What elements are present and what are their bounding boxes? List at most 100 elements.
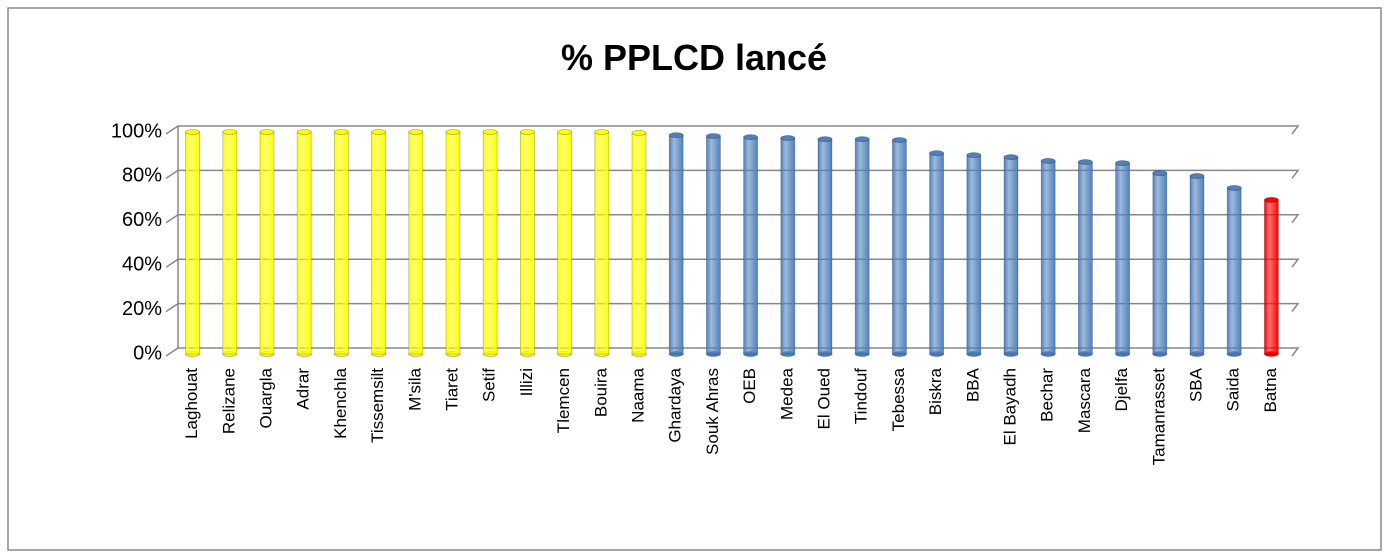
- grid-line: [165, 214, 1300, 224]
- bar-top: [780, 135, 796, 141]
- y-tick-label: 20%: [122, 298, 162, 320]
- x-tick-label: Tissemsilt: [368, 368, 387, 443]
- x-tick-label: Medea: [777, 367, 796, 420]
- x-tick-label: Ouargla: [256, 367, 275, 428]
- bar-top: [1078, 159, 1093, 165]
- x-tick-label: Biskra: [926, 367, 945, 415]
- bar: [892, 139, 907, 355]
- bar: [222, 131, 238, 355]
- bar-top: [1152, 170, 1168, 176]
- bar-top: [185, 129, 201, 135]
- bar-top: [482, 129, 498, 135]
- grid-line: [165, 258, 1300, 268]
- y-tick-label: 80%: [122, 165, 162, 187]
- x-tick-label: Bouira: [591, 367, 610, 417]
- x-tick-label: Batna: [1261, 367, 1280, 412]
- bar: [1189, 175, 1205, 355]
- bar: [817, 138, 833, 355]
- bar: [854, 138, 870, 355]
- x-tick-label: Khenchla: [331, 367, 350, 438]
- y-tick-label: 100%: [111, 120, 162, 142]
- bar-top: [743, 134, 758, 141]
- x-tick-label: Mascara: [1075, 367, 1094, 433]
- bar-top: [631, 129, 647, 136]
- bar-top: [1115, 160, 1130, 166]
- x-tick-label: El Oued: [814, 368, 833, 429]
- bar: [185, 131, 201, 355]
- bar-top: [408, 129, 424, 135]
- bar-top: [892, 137, 907, 143]
- bar-top: [259, 129, 275, 135]
- bar-top: [333, 129, 349, 135]
- bar: [706, 135, 721, 355]
- y-tick-label: 0%: [133, 342, 162, 364]
- bar-top: [296, 129, 312, 135]
- y-tick-label: 60%: [122, 209, 162, 231]
- x-tick-label: Naama: [628, 367, 647, 422]
- bar-top: [1226, 185, 1242, 191]
- bar-top: [668, 132, 684, 139]
- bar: [594, 131, 610, 355]
- bar: [631, 132, 647, 355]
- x-tick-label: Ghardaya: [666, 367, 685, 442]
- x-tick-label: Setif: [480, 368, 499, 402]
- bar: [1264, 199, 1279, 355]
- bar: [668, 134, 684, 355]
- bar-top: [594, 129, 610, 135]
- bar: [557, 131, 572, 355]
- bar-top: [1003, 154, 1019, 160]
- x-tick-label: Tlemcen: [554, 368, 573, 433]
- grid-line: [165, 302, 1300, 313]
- chart-border: [7, 7, 1382, 551]
- x-tick-label: SBA: [1186, 367, 1205, 402]
- bar-top: [371, 129, 387, 135]
- x-tick-label: Relizane: [219, 368, 238, 434]
- x-tick-label: Djelfa: [1112, 367, 1131, 411]
- bar-top: [1264, 197, 1279, 203]
- bar: [408, 131, 424, 355]
- bar: [966, 154, 982, 355]
- x-tick-label: Laghouat: [182, 368, 201, 439]
- grid-line: [165, 347, 1300, 357]
- bar: [371, 131, 387, 355]
- bar: [259, 131, 275, 355]
- bar-top: [557, 129, 572, 135]
- bar: [929, 152, 944, 355]
- y-tick-label: 40%: [122, 253, 162, 275]
- x-tick-label: El Bayadh: [1000, 368, 1019, 446]
- bar: [520, 131, 535, 355]
- bar: [333, 131, 349, 355]
- chart-title: % PPLCD lancé: [561, 37, 827, 78]
- bar-top: [222, 129, 238, 135]
- bar: [1152, 172, 1168, 355]
- grid-line: [165, 125, 1300, 135]
- bar: [1226, 187, 1242, 355]
- x-tick-label: Saida: [1224, 367, 1243, 411]
- bar: [1115, 162, 1130, 355]
- x-tick-label: Tiaret: [442, 368, 461, 411]
- bar-top: [1189, 173, 1205, 179]
- bar: [482, 131, 498, 355]
- x-tick-label: Illizi: [517, 368, 536, 396]
- x-tick-label: Adrar: [294, 368, 313, 410]
- x-tick-label: Tebessa: [889, 367, 908, 431]
- x-tick-label: BBA: [963, 367, 982, 402]
- bar-top: [929, 150, 944, 156]
- bar-top: [706, 133, 721, 139]
- x-tick-label: Tamanrasset: [1149, 368, 1168, 466]
- bar: [1078, 161, 1093, 355]
- bar-top: [966, 152, 982, 158]
- bar: [445, 131, 461, 355]
- x-tick-label: OEB: [740, 368, 759, 404]
- bar-top: [520, 129, 535, 135]
- bar-top: [1040, 157, 1056, 164]
- bar-top: [817, 136, 833, 143]
- bar: [296, 131, 312, 355]
- bar-top: [445, 129, 461, 135]
- x-tick-label: Bechar: [1038, 368, 1057, 422]
- grid-line: [165, 169, 1300, 180]
- bar: [743, 136, 758, 355]
- x-tick-label: M'sila: [405, 367, 424, 410]
